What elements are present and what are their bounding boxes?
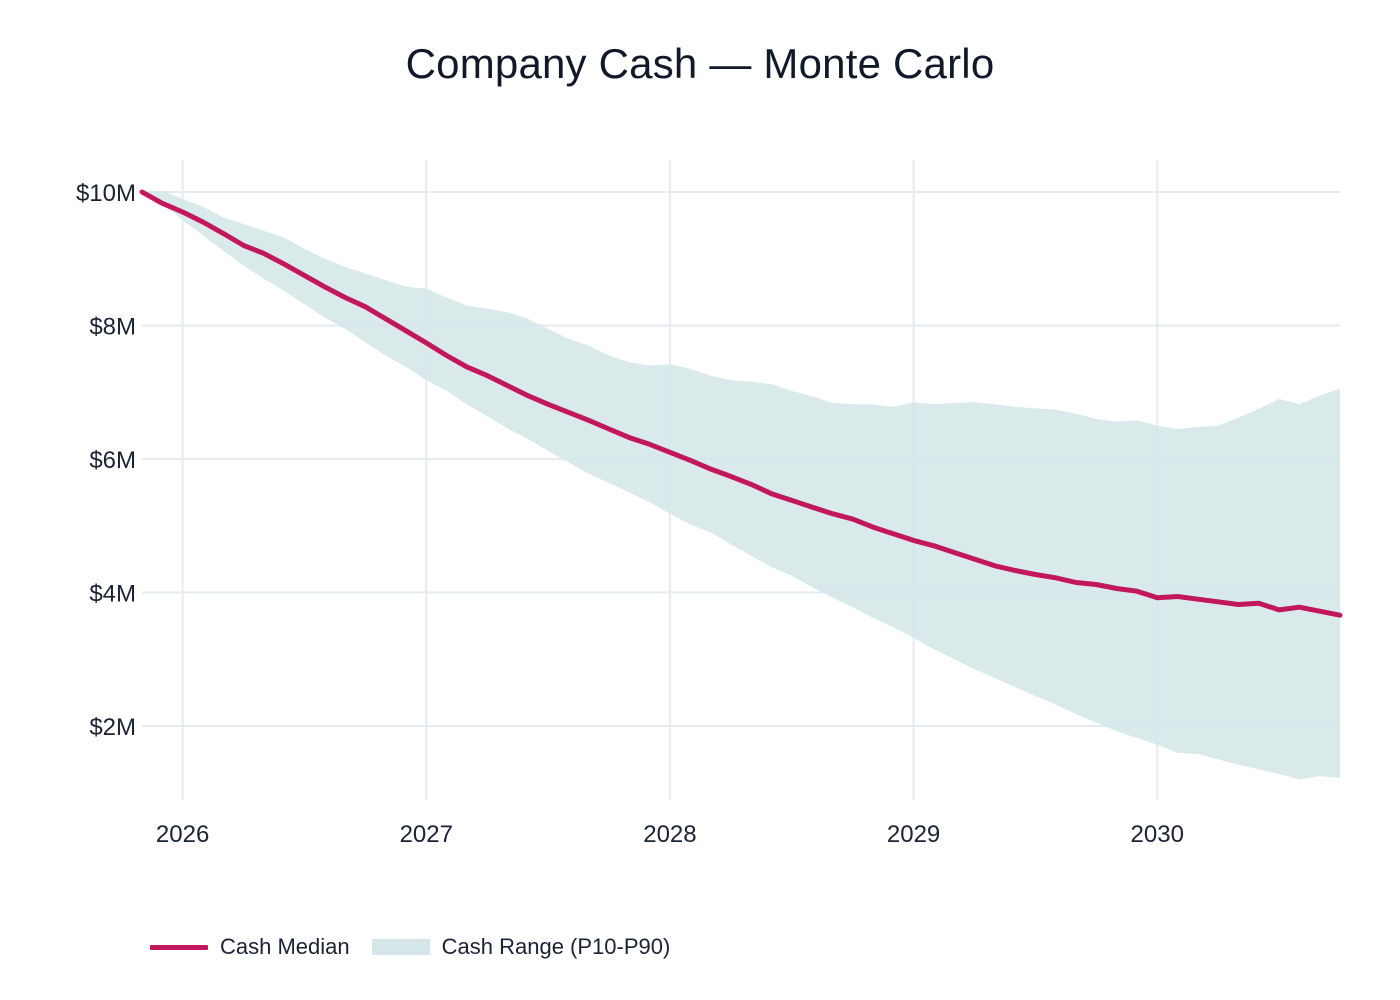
x-tick-label: 2027 (400, 821, 453, 848)
legend-label-median: Cash Median (220, 934, 350, 959)
cash-range-band-layer (142, 190, 1340, 780)
chart-title: Company Cash — Monte Carlo (405, 40, 995, 87)
y-tick-label: $10M (76, 180, 136, 207)
y-tick-label: $4M (89, 581, 136, 608)
legend-item-cash-median[interactable]: Cash Median (150, 934, 350, 960)
cash-range-band[interactable] (142, 190, 1340, 780)
y-tick-label: $2M (89, 714, 136, 741)
legend-swatch-median (150, 944, 208, 950)
legend-label-range: Cash Range (P10-P90) (441, 934, 671, 959)
chart-legend: Cash Median Cash Range (P10-P90) (150, 930, 670, 964)
cash-median-line-layer (139, 189, 1343, 618)
x-tick-label: 2028 (643, 821, 696, 848)
legend-swatch-range (371, 939, 430, 955)
x-tick-label: 2026 (156, 821, 209, 848)
x-tick-label: 2030 (1131, 821, 1184, 848)
cash-median-line[interactable] (139, 189, 1343, 618)
legend-item-cash-range[interactable]: Cash Range (P10-P90) (371, 934, 671, 960)
y-axis-ticks: $2M $4M $6M $8M $10M (76, 180, 136, 741)
y-tick-label: $8M (89, 314, 136, 341)
y-tick-label: $6M (89, 447, 136, 474)
x-axis-ticks: 2026 2027 2028 2029 2030 (156, 821, 1184, 848)
x-tick-label: 2029 (887, 821, 940, 848)
